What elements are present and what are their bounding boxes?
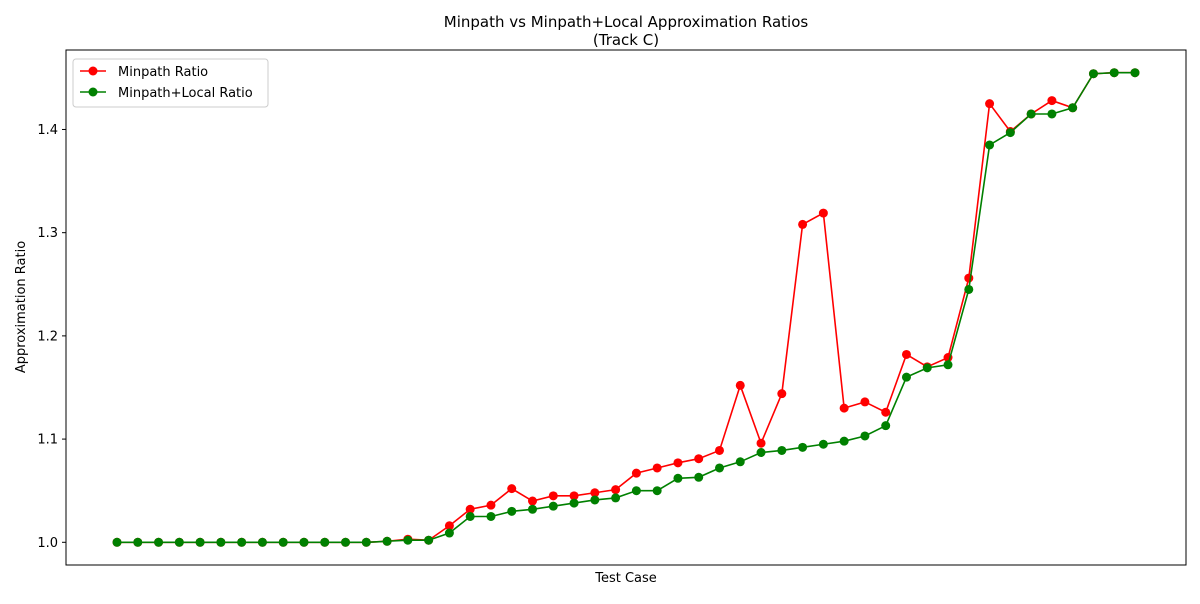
data-point-minpath-local	[237, 537, 247, 547]
data-point-minpath-local	[299, 537, 309, 547]
legend-label-minpath: Minpath Ratio	[118, 65, 208, 80]
data-point-minpath-local	[1047, 109, 1057, 119]
data-point-minpath	[611, 485, 621, 495]
data-point-minpath-local	[361, 537, 371, 547]
data-point-minpath	[881, 407, 891, 417]
data-point-minpath	[818, 208, 828, 218]
data-point-minpath-local	[1068, 103, 1078, 113]
data-point-minpath-local	[1026, 109, 1036, 119]
data-point-minpath-local	[278, 537, 288, 547]
data-point-minpath-local	[922, 363, 932, 373]
data-point-minpath-local	[943, 360, 953, 370]
data-point-minpath	[590, 488, 600, 498]
data-point-minpath-local	[195, 537, 205, 547]
plot-marks	[112, 68, 1140, 547]
data-point-minpath-local	[652, 486, 662, 496]
y-tick-label: 1.1	[37, 433, 58, 448]
data-point-minpath-local	[735, 457, 745, 467]
y-axis-label: Approximation Ratio	[14, 241, 29, 373]
data-point-minpath	[714, 445, 724, 455]
data-point-minpath	[652, 463, 662, 473]
chart-title: Minpath vs Minpath+Local Approximation R…	[444, 13, 809, 31]
data-point-minpath	[486, 500, 496, 510]
data-point-minpath-local	[569, 498, 579, 508]
data-point-minpath-local	[154, 537, 164, 547]
data-point-minpath-local	[985, 140, 995, 150]
data-point-minpath-local	[839, 436, 849, 446]
data-point-minpath-local	[818, 439, 828, 449]
data-point-minpath	[673, 458, 683, 468]
legend: Minpath Ratio Minpath+Local Ratio	[72, 58, 269, 108]
data-point-minpath	[444, 521, 454, 531]
data-point-minpath-local	[860, 431, 870, 441]
legend-marker-minpath	[88, 66, 98, 76]
data-point-minpath-local	[444, 528, 454, 538]
data-point-minpath-local	[112, 537, 122, 547]
data-point-minpath-local	[881, 421, 891, 431]
data-point-minpath-local	[1088, 69, 1098, 79]
data-point-minpath-local	[611, 493, 621, 503]
data-point-minpath-local	[486, 511, 496, 521]
data-point-minpath-local	[174, 537, 184, 547]
y-tick-label: 1.4	[37, 123, 58, 138]
data-point-minpath-local	[424, 535, 434, 545]
legend-label-minpath-local: Minpath+Local Ratio	[118, 86, 253, 101]
data-point-minpath	[548, 491, 558, 501]
data-point-minpath	[507, 484, 517, 494]
data-point-minpath	[631, 468, 641, 478]
data-point-minpath-local	[382, 536, 392, 546]
plot-area-frame	[65, 49, 1187, 566]
data-point-minpath-local	[901, 372, 911, 382]
y-tick-label: 1.0	[37, 536, 58, 551]
data-point-minpath-local	[507, 506, 517, 516]
data-point-minpath-local	[403, 535, 413, 545]
legend-box	[72, 58, 269, 108]
data-point-minpath-local	[133, 537, 143, 547]
series-minpath-local	[112, 68, 1140, 547]
data-point-minpath-local	[777, 445, 787, 455]
data-point-minpath	[798, 219, 808, 229]
data-point-minpath-local	[320, 537, 330, 547]
data-point-minpath-local	[694, 472, 704, 482]
data-point-minpath	[735, 380, 745, 390]
data-point-minpath-local	[257, 537, 267, 547]
data-point-minpath	[569, 491, 579, 501]
data-point-minpath	[1047, 96, 1057, 106]
data-point-minpath	[777, 389, 787, 399]
data-point-minpath	[694, 454, 704, 464]
x-axis-label: Test Case	[594, 571, 657, 586]
data-point-minpath	[465, 504, 475, 514]
data-point-minpath-local	[341, 537, 351, 547]
y-ticks: 1.0 1.1 1.2 1.3 1.4	[37, 123, 66, 551]
data-point-minpath-local	[798, 442, 808, 452]
data-point-minpath	[901, 349, 911, 359]
data-point-minpath	[860, 397, 870, 407]
data-point-minpath	[839, 403, 849, 413]
data-point-minpath	[528, 496, 538, 506]
data-point-minpath-local	[756, 448, 766, 458]
data-point-minpath-local	[714, 463, 724, 473]
data-point-minpath-local	[465, 511, 475, 521]
data-point-minpath-local	[673, 473, 683, 483]
data-point-minpath-local	[548, 501, 558, 511]
data-point-minpath-local	[1109, 68, 1119, 78]
data-point-minpath	[756, 438, 766, 448]
legend-marker-minpath-local	[88, 87, 98, 97]
data-point-minpath-local	[964, 284, 974, 294]
data-point-minpath	[964, 273, 974, 283]
data-point-minpath-local	[631, 486, 641, 496]
data-point-minpath	[985, 99, 995, 109]
data-point-minpath-local	[1005, 128, 1015, 138]
data-point-minpath-local	[216, 537, 226, 547]
chart-subtitle: (Track C)	[593, 31, 659, 49]
y-tick-label: 1.3	[37, 226, 58, 241]
data-point-minpath-local	[528, 504, 538, 514]
data-point-minpath-local	[590, 495, 600, 505]
y-tick-label: 1.2	[37, 329, 58, 344]
data-point-minpath-local	[1130, 68, 1140, 78]
